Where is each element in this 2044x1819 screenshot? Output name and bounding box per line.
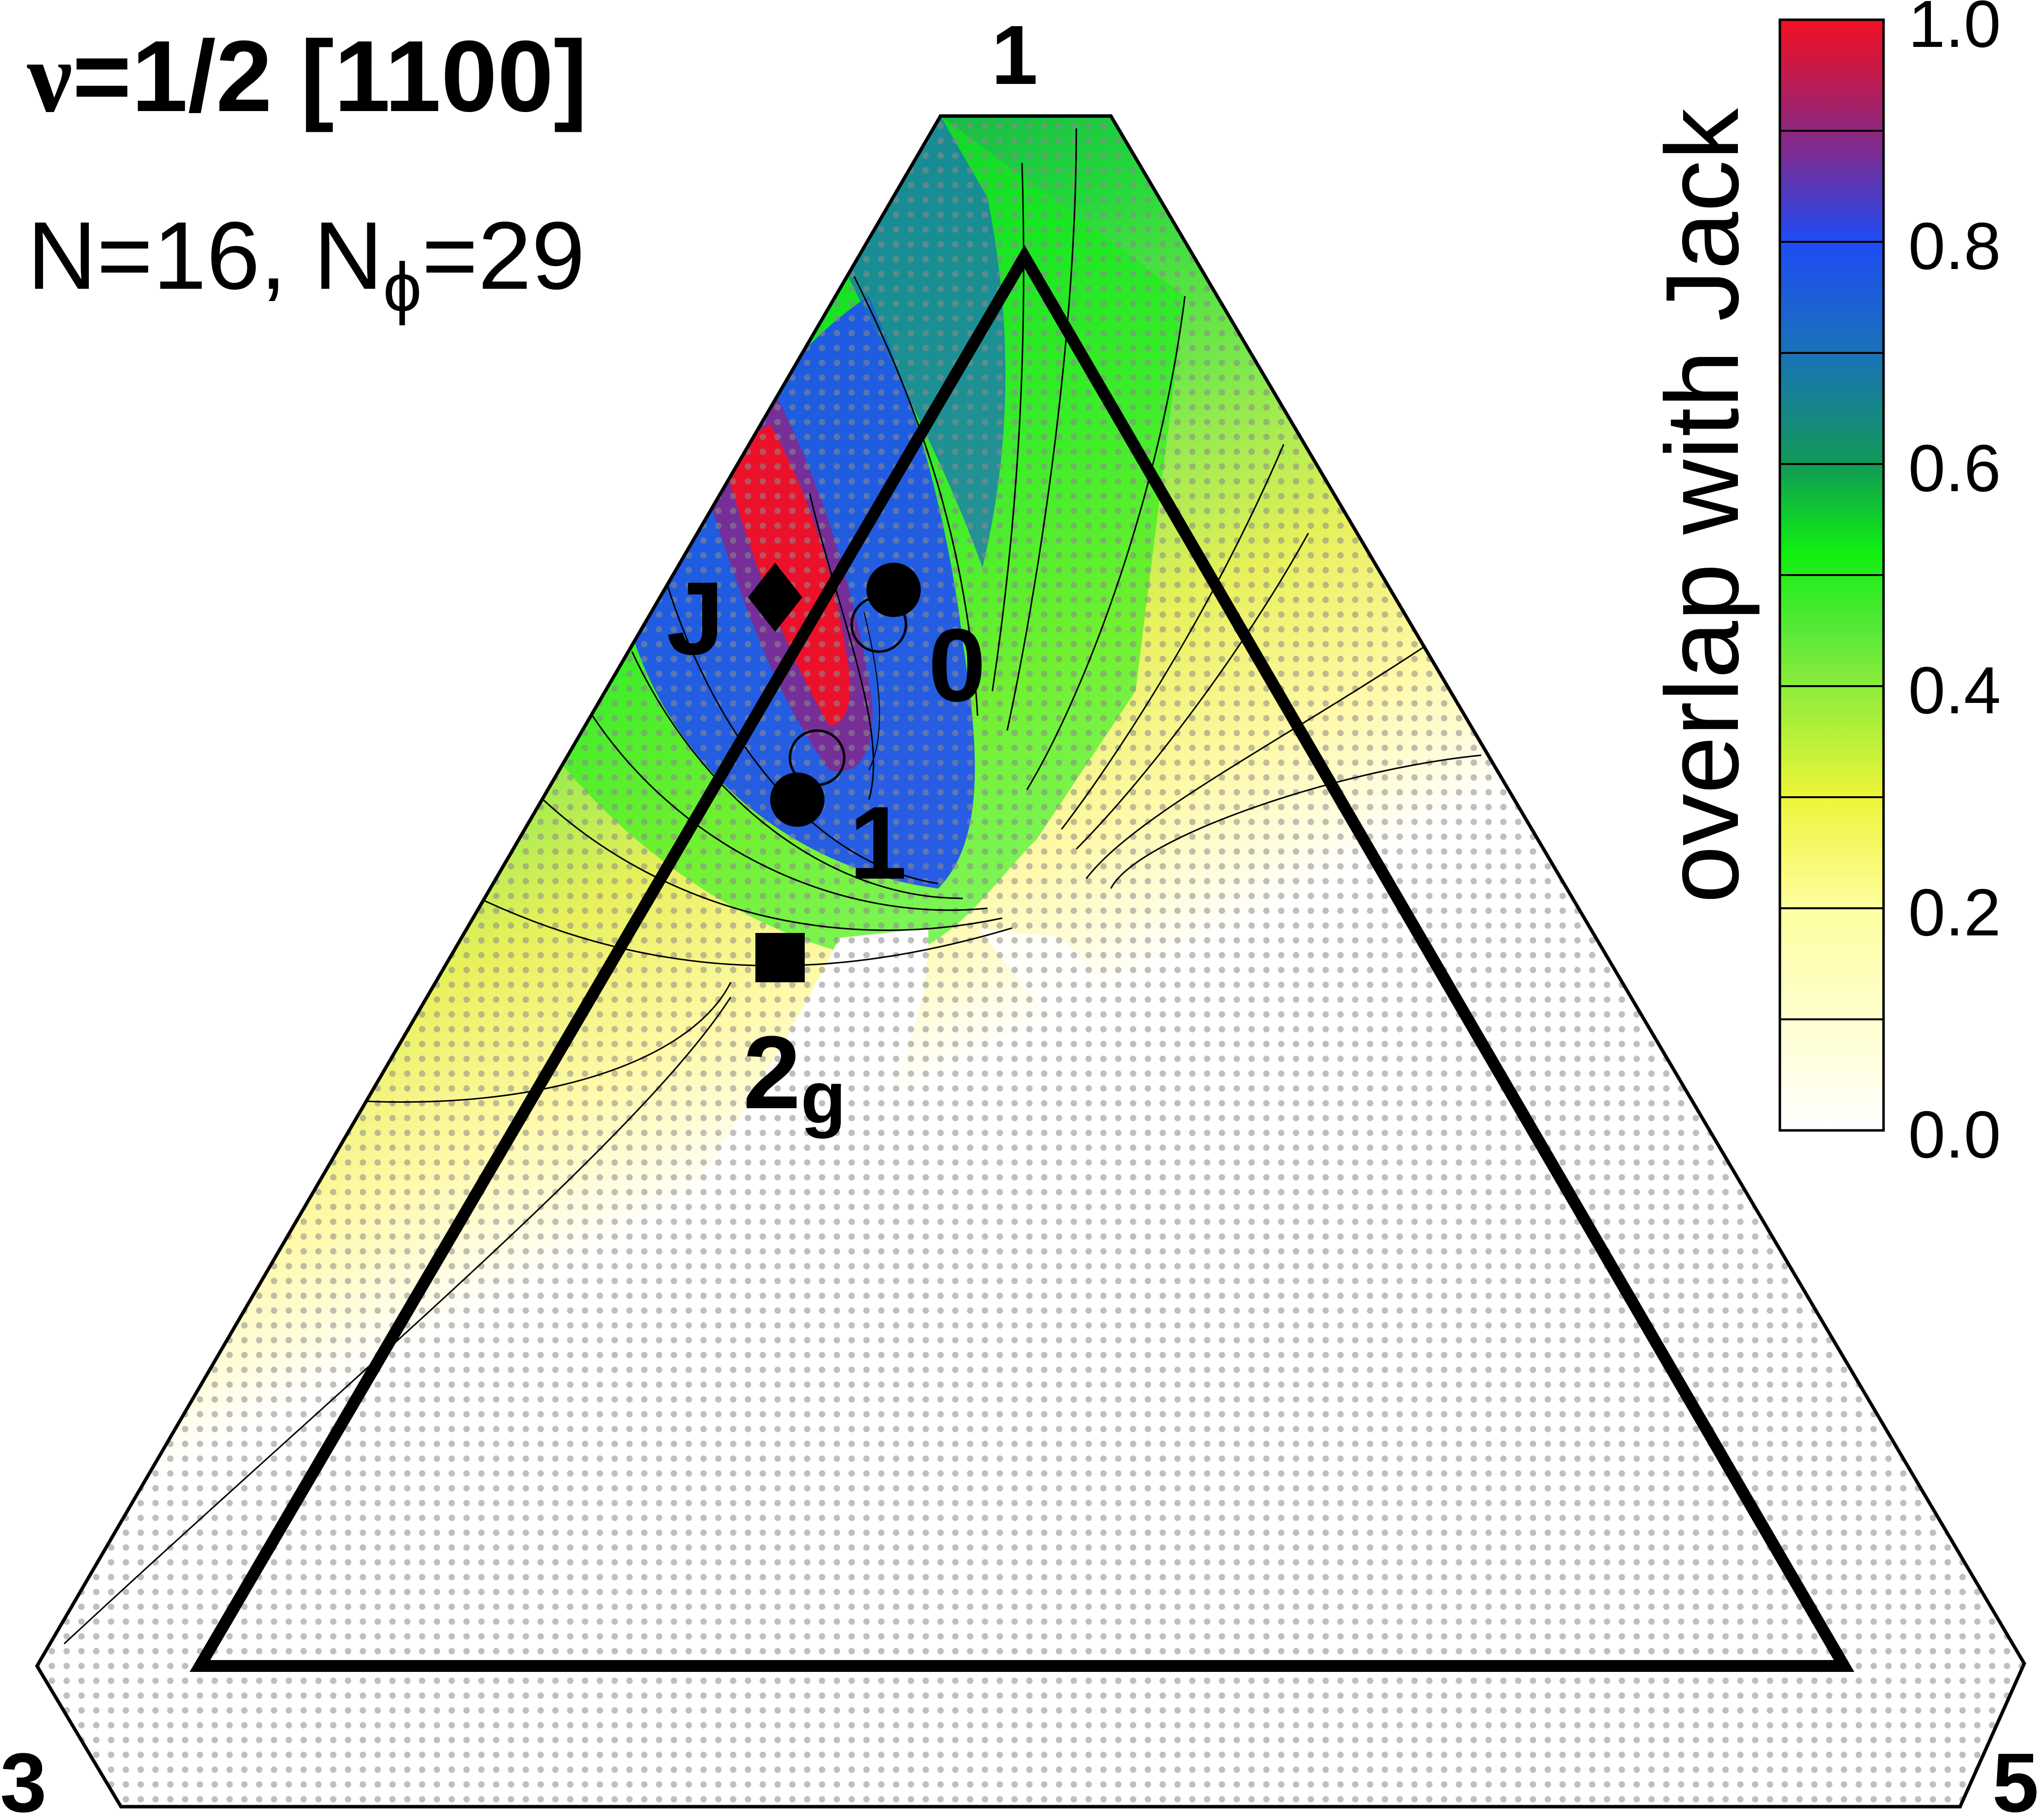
colorbar-tick-label: 0.4: [1908, 653, 2001, 728]
label-J: J: [667, 560, 724, 676]
contour-lines: [63, 128, 1482, 1645]
point-2g-square: [755, 933, 805, 982]
label-2g: 2g: [743, 1014, 846, 1139]
outer-boundary: [35, 114, 2026, 1809]
colorbar-tick-label: 0.2: [1908, 875, 2001, 950]
markers: [748, 563, 921, 982]
label-0: 0: [928, 607, 986, 723]
colorbar-tick-label: 1.0: [1908, 0, 2001, 61]
corner-label-top: 1: [991, 8, 1038, 102]
colorbar-tick-label: 0.6: [1908, 431, 2001, 505]
point-0-circle: [866, 563, 921, 617]
label-1: 1: [849, 785, 907, 901]
point-1-circle: [770, 773, 825, 827]
point-0-open-circle: [850, 596, 907, 653]
colorbar: 1.0 0.8 0.6 0.4 0.2 0.0 overlap with Jack: [1644, 0, 2001, 1172]
chart-title: ν=1/2 [1100]: [27, 20, 588, 133]
corner-label-bottom-left: 3: [0, 1736, 47, 1819]
point-J-diamond: [748, 563, 802, 632]
colorbar-level-lines: [1780, 130, 1884, 1020]
colorbar-tick-label: 0.0: [1908, 1097, 2001, 1172]
corner-label-bottom-right: 5: [1992, 1736, 2039, 1819]
chart-subtitle: N=16, Nϕ=29: [27, 202, 585, 326]
colorbar-label: overlap with Jack: [1644, 108, 1760, 903]
inner-triangle: [190, 245, 1854, 1672]
point-1-open-circle: [788, 729, 846, 786]
colorbar-ticks: 1.0 0.8 0.6 0.4 0.2 0.0: [1908, 0, 2001, 1172]
colorbar-tick-label: 0.8: [1908, 209, 2001, 283]
